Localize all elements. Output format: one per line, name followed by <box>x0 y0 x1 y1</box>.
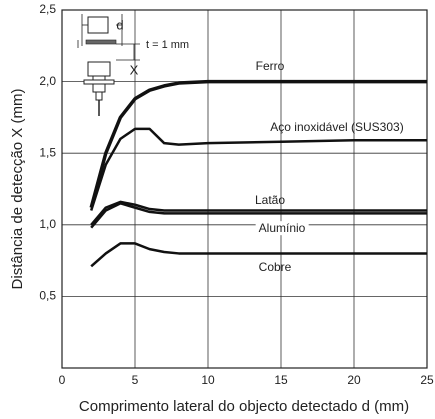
inset-label: t = 1 mm <box>146 39 189 51</box>
series-line <box>90 202 427 229</box>
inset-diagram: d t = 1 mm X <box>77 14 189 116</box>
x-tick-label: 15 <box>274 373 288 387</box>
inset-label: X <box>130 62 139 77</box>
plot-frame <box>61 9 428 369</box>
series-label: Cobre <box>259 260 292 274</box>
x-axis-title: Comprimento lateral do objecto detectado… <box>79 398 409 415</box>
y-tick-label: 2,0 <box>39 74 56 88</box>
y-tick-label: 2,5 <box>39 2 56 16</box>
series-label: Ferro <box>256 59 285 73</box>
x-tick-label: 0 <box>59 373 66 387</box>
x-tick-label: 25 <box>420 373 434 387</box>
series-line <box>90 200 427 226</box>
x-tick-label: 5 <box>132 373 139 387</box>
y-axis-title: Distância de detecção X (mm) <box>9 89 26 290</box>
series-line <box>90 127 427 211</box>
inset-label: d <box>116 17 123 32</box>
y-tick-label: 1,0 <box>39 217 56 231</box>
x-tick-label: 10 <box>201 373 215 387</box>
series-label: Latão <box>255 193 285 207</box>
label-background <box>255 221 309 236</box>
y-tick-label: 0,5 <box>39 289 56 303</box>
x-tick-label: 20 <box>347 373 361 387</box>
series-line <box>90 242 427 268</box>
y-tick-label: 1,5 <box>39 145 56 159</box>
series-label: Aço inoxidável (SUS303) <box>270 120 403 134</box>
series-line <box>89 79 427 209</box>
series-label: Alumínio <box>259 221 306 235</box>
